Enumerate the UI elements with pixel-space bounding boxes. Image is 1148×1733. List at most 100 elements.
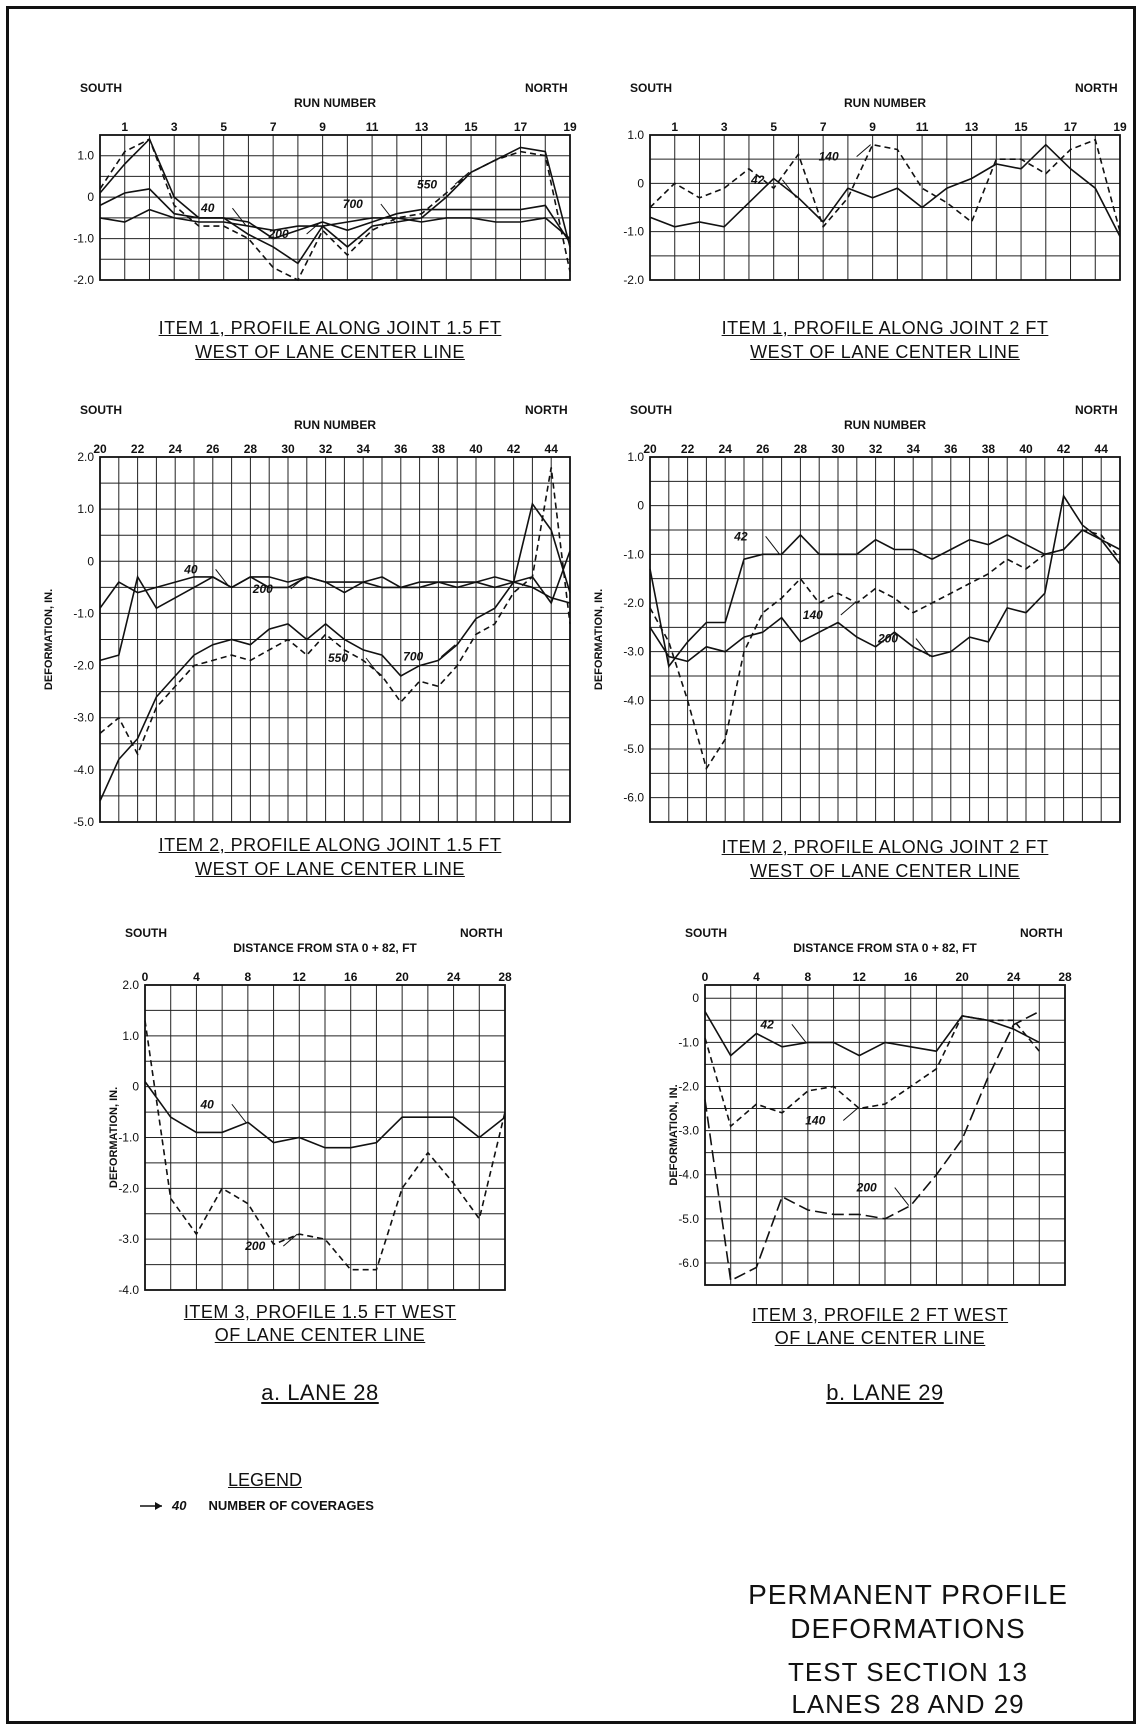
x-axis-title: RUN NUMBER: [844, 96, 926, 110]
x-tick-label: 30: [281, 442, 295, 456]
x-tick-label: 20: [643, 442, 657, 456]
chart-item3-lane28: SOUTH NORTH DISTANCE FROM STA 0 + 82, FT 0 4…: [108, 926, 512, 1295]
series-label-arrow: [791, 1024, 807, 1043]
main-title-line1: PERMANENT PROFILE: [748, 1579, 1068, 1610]
series-label: 200: [252, 582, 273, 596]
x-tick-label: 1: [121, 120, 128, 134]
caption-item1-lane29-line2: WEST OF LANE CENTER LINE: [750, 342, 1020, 362]
legend-text: NUMBER OF COVERAGES: [208, 1498, 374, 1513]
y-tick-label: 0: [692, 991, 699, 1005]
plot-frame: [704, 984, 1066, 1286]
south-label: SOUTH: [630, 403, 672, 417]
series-label: 42: [733, 529, 748, 543]
x-tick-label: 42: [1057, 442, 1071, 456]
plot-frame: [649, 456, 1121, 823]
series-label-arrow: [232, 207, 247, 227]
south-label: SOUTH: [80, 403, 122, 417]
x-tick-label: 19: [1113, 120, 1127, 134]
y-tick-label: -2.0: [73, 659, 94, 673]
y-tick-label: -5.0: [73, 815, 94, 829]
series-label: 550: [417, 177, 437, 191]
north-label: NORTH: [460, 926, 503, 940]
y-tick-label: 1.0: [627, 450, 644, 464]
series-line-42: [649, 529, 1121, 669]
series-label: 42: [750, 173, 765, 187]
y-tick-label: 2.0: [77, 450, 94, 464]
chart-item2-lane29: SOUTH NORTH RUN NUMBER 20 22 24 26 28 30 32 34 36 38…: [593, 403, 1121, 823]
caption-item3-lane28-line1: ITEM 3, PROFILE 1.5 FT WEST: [183, 1302, 457, 1322]
y-tick-label: -1.0: [678, 1035, 699, 1049]
north-label: NORTH: [1020, 926, 1063, 940]
caption-item3-lane28-line2: OF LANE CENTER LINE: [214, 1325, 426, 1345]
series-line-42: [704, 1011, 1040, 1057]
series-label: 140: [805, 1114, 825, 1128]
y-tick-label: -2.0: [623, 596, 644, 610]
series-label-arrow: [306, 221, 321, 235]
north-label: NORTH: [1075, 81, 1118, 95]
legend-heading: LEGEND: [228, 1470, 303, 1490]
y-axis-title: DEFORMATION, IN.: [593, 589, 605, 690]
y-tick-label: -1.0: [623, 225, 644, 239]
series-label-arrow: [840, 602, 856, 616]
y-tick-label: -2.0: [678, 1079, 699, 1093]
y-tick-label: 1.0: [77, 149, 94, 163]
y-tick-label: 0: [132, 1080, 139, 1094]
north-label: NORTH: [525, 81, 568, 95]
plot-frame: [99, 456, 571, 823]
x-tick-label: 16: [904, 970, 918, 984]
x-tick-label: 22: [131, 442, 145, 456]
series-label-arrow: [915, 638, 931, 657]
x-tick-label: 38: [982, 442, 996, 456]
x-tick-label: 0: [142, 970, 149, 984]
y-axis-title: DEFORMATION, IN.: [108, 1087, 120, 1188]
x-tick-label: 17: [1064, 120, 1078, 134]
series-label: 200: [268, 227, 289, 241]
series-line-200: [99, 188, 571, 244]
x-tick-label: 24: [1007, 970, 1021, 984]
series-label-arrow: [782, 179, 797, 199]
x-tick-label: 9: [319, 120, 326, 134]
y-tick-label: -4.0: [73, 763, 94, 777]
caption-item1-lane29-line1: ITEM 1, PROFILE ALONG JOINT 2 FT: [721, 318, 1049, 338]
x-tick-label: 20: [395, 970, 409, 984]
x-tick-label: 15: [1014, 120, 1028, 134]
x-tick-label: 5: [770, 120, 777, 134]
series-line-42: [649, 143, 1121, 237]
x-tick-label: 1: [671, 120, 678, 134]
series-label-arrow: [282, 1233, 298, 1247]
x-tick-label: 7: [270, 120, 277, 134]
x-axis-title: RUN NUMBER: [844, 418, 926, 432]
y-tick-label: 0: [637, 499, 644, 513]
series-label: 200: [244, 1239, 265, 1253]
series-label: 700: [403, 650, 423, 664]
chart-item2-lane28: SOUTH NORTH RUN NUMBER 20 22 24 26 28 30 32 34 36 38…: [43, 403, 571, 829]
y-tick-label: -4.0: [118, 1283, 139, 1295]
series-line-40: [144, 1081, 506, 1149]
x-tick-label: 26: [206, 442, 220, 456]
x-tick-label: 30: [831, 442, 845, 456]
x-tick-label: 28: [1058, 970, 1072, 984]
x-tick-label: 22: [681, 442, 695, 456]
x-tick-label: 19: [563, 120, 577, 134]
series-line-200: [649, 493, 1121, 663]
y-tick-label: 0: [87, 554, 94, 568]
x-tick-label: 44: [1095, 442, 1109, 456]
x-axis-title: RUN NUMBER: [294, 418, 376, 432]
y-tick-label: -2.0: [623, 273, 644, 287]
series-label-arrow: [290, 576, 306, 590]
north-label: NORTH: [525, 403, 568, 417]
south-label: SOUTH: [125, 926, 167, 940]
y-tick-label: -2.0: [73, 273, 94, 287]
caption-item1-lane28-line1: ITEM 1, PROFILE ALONG JOINT 1.5 FT: [158, 318, 502, 338]
plot-frame: [99, 134, 571, 281]
series-label-arrow: [856, 144, 871, 158]
x-tick-label: 11: [916, 120, 929, 134]
main-title-line4: LANES 28 AND 29: [791, 1689, 1025, 1719]
x-tick-label: 34: [907, 442, 921, 456]
x-tick-label: 24: [719, 442, 733, 456]
series-line-700: [99, 137, 571, 265]
x-axis-title: DISTANCE FROM STA 0 + 82, FT: [793, 941, 977, 955]
series-label: 700: [343, 197, 363, 211]
